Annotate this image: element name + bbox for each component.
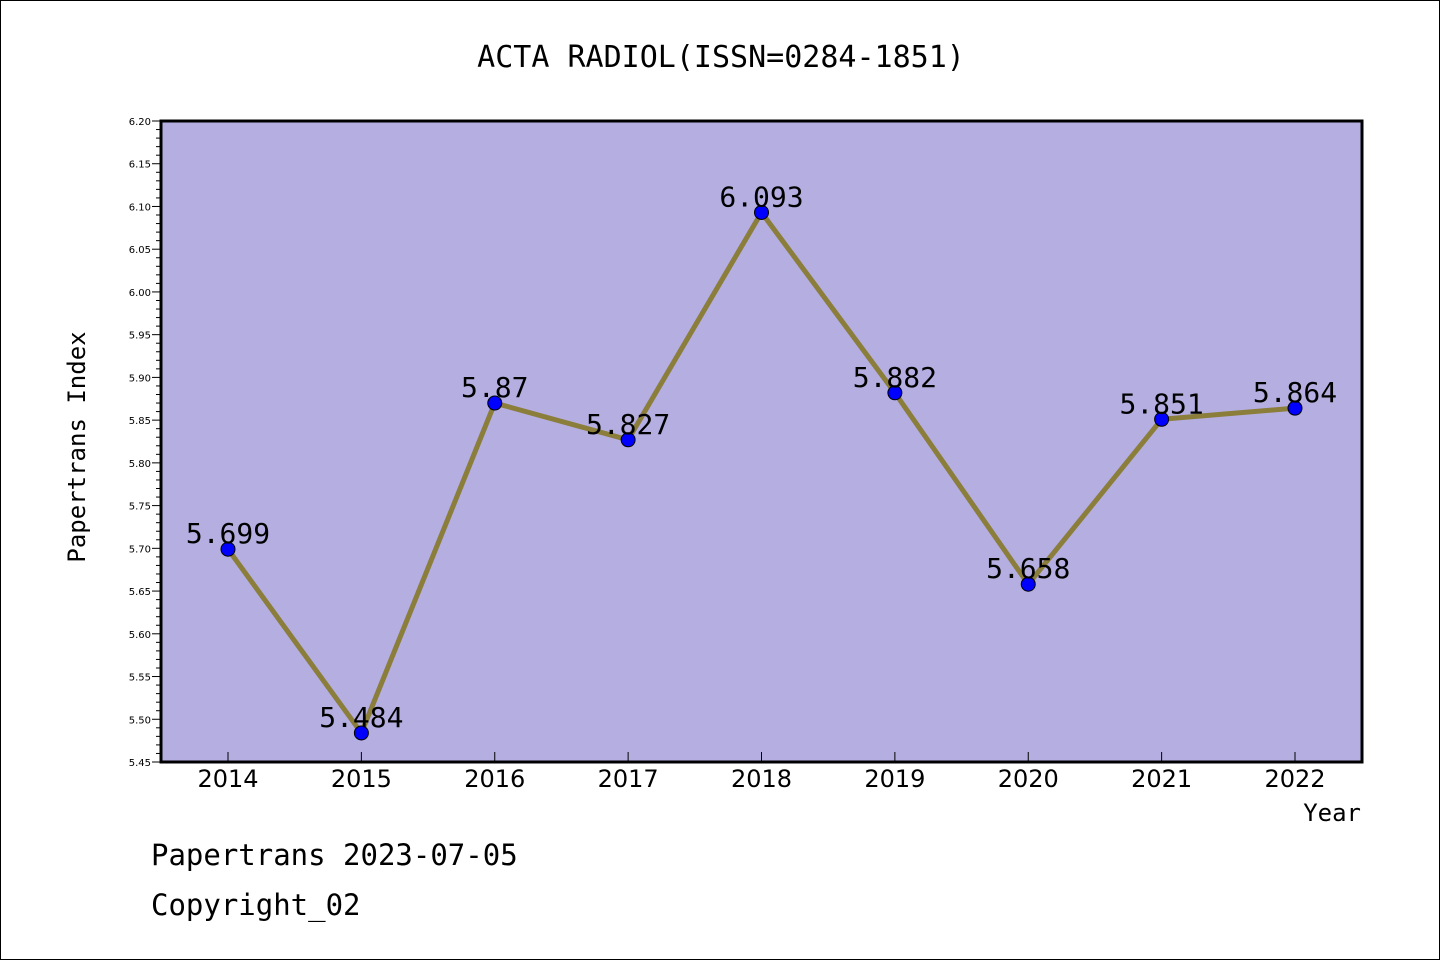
y-tick-label: 5.95 — [129, 331, 151, 342]
y-tick-label: 6.10 — [129, 202, 151, 213]
y-tick-label: 6.00 — [129, 288, 151, 299]
x-tick-label: 2020 — [998, 765, 1059, 793]
y-tick-label: 5.65 — [129, 587, 151, 598]
data-point — [1020, 576, 1036, 592]
y-tick-label: 5.60 — [129, 630, 151, 641]
y-axis-label: Papertrans Index — [63, 331, 91, 562]
plot-border — [159, 119, 1364, 764]
y-tick-label: 6.20 — [129, 117, 151, 128]
y-tick-label: 5.75 — [129, 502, 151, 513]
data-point — [754, 204, 769, 220]
plot-area — [161, 121, 1362, 762]
y-tick-label: 5.55 — [129, 673, 151, 684]
y-axis-ticks: 5.45 5.50 5.55 5.60 5.65 5.70 5.75 5.80 5.85 5.90… — [129, 117, 161, 769]
data-point — [1287, 400, 1303, 416]
data-label: 5.882 — [853, 361, 937, 394]
series-layer: 5.699 5.484 5.87 5.827 6.093 5.882 5.658 5.851 5… — [186, 180, 1337, 741]
x-tick-label: 2019 — [864, 765, 925, 793]
data-point — [620, 432, 636, 448]
y-tick-label: 5.90 — [129, 373, 151, 384]
y-tick-label: 5.85 — [129, 416, 151, 427]
data-point — [887, 385, 903, 401]
x-tick-label: 2014 — [197, 765, 258, 793]
y-tick-label: 5.70 — [129, 544, 151, 555]
footer-copyright: Copyright_02 — [151, 888, 361, 923]
x-tick-label: 2021 — [1131, 765, 1192, 793]
data-label: 5.827 — [586, 408, 670, 441]
data-label: 6.093 — [719, 180, 803, 213]
x-tick-label: 2022 — [1264, 765, 1325, 793]
x-tick-label: 2015 — [331, 765, 392, 793]
data-label: 5.484 — [319, 701, 403, 734]
data-label: 5.699 — [186, 517, 270, 550]
data-point — [487, 395, 503, 411]
y-tick-label: 5.45 — [129, 758, 151, 769]
y-tick-label: 5.50 — [129, 715, 151, 726]
footer-date: Papertrans 2023-07-05 — [151, 838, 518, 872]
x-tick-label: 2016 — [464, 765, 525, 793]
data-label: 5.851 — [1119, 387, 1203, 420]
chart-title: ACTA RADIOL(ISSN=0284-1851) — [477, 40, 965, 75]
data-point — [220, 541, 236, 557]
y-tick-label: 6.15 — [129, 160, 151, 171]
x-axis-ticks: 2014 2015 2016 2017 2018 2019 2020 2021 2022 — [197, 752, 1326, 793]
x-tick-label: 2018 — [731, 765, 792, 793]
x-axis-label: Year — [1303, 799, 1361, 827]
data-label: 5.87 — [461, 371, 528, 404]
y-tick-label: 6.05 — [129, 245, 151, 256]
data-point — [1154, 411, 1170, 427]
data-label: 5.658 — [986, 552, 1070, 585]
data-label: 5.864 — [1253, 376, 1337, 409]
x-tick-label: 2017 — [598, 765, 659, 793]
data-point — [353, 725, 369, 741]
y-tick-label: 5.80 — [129, 459, 151, 470]
